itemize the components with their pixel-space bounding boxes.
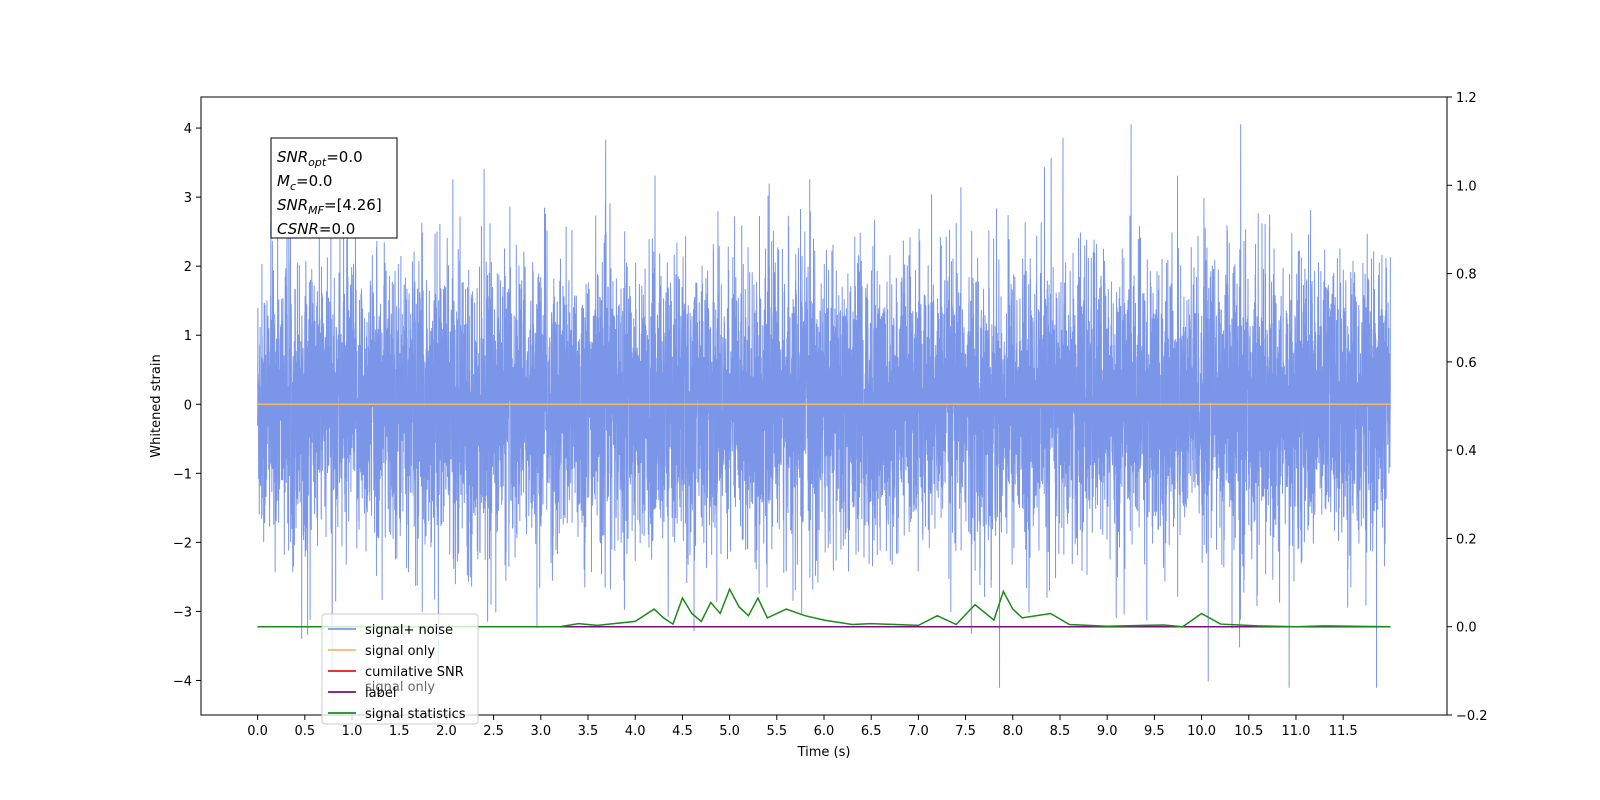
x-tick-label: 2.5 (483, 724, 504, 739)
x-tick-label: 3.5 (578, 724, 599, 739)
y-tick-label: −2 (173, 536, 192, 551)
series-signal-statistics-line (257, 587, 1391, 628)
x-tick-label: 2.0 (436, 724, 457, 739)
y2-tick-label: 1.2 (1456, 91, 1477, 106)
y2-tick-label: 0.0 (1456, 621, 1477, 636)
x-tick-label: 10.5 (1234, 724, 1263, 739)
annotation-line: Mc=0.0 (277, 172, 332, 193)
x-tick-label: 6.5 (861, 724, 882, 739)
annotation-box: SNRopt=0.0 Mc=0.0 SNRMF=[4.26] CSNR=0.0 (270, 137, 398, 239)
x-tick-label: 0.5 (294, 724, 315, 739)
x-tick-label: 9.0 (1097, 724, 1118, 739)
y2-tick-label: 1.0 (1456, 179, 1477, 194)
x-tick-label: 8.5 (1050, 724, 1071, 739)
x-tick-label: 10.0 (1187, 724, 1216, 739)
axes: 0.0 0.5 1.0 1.5 2.0 2.5 3.0 3.5 4.0 4.5 5.0 5.5 6.0 6… (149, 91, 1488, 760)
y2-tick-label: 0.4 (1456, 444, 1477, 459)
y-axis-label: Whitened strain (149, 354, 164, 457)
y-tick-label: 3 (184, 191, 192, 206)
x-tick-label: 11.5 (1329, 724, 1358, 739)
series-signal-noise-line (257, 124, 1391, 688)
legend-label: cumilative SNR (365, 665, 464, 680)
legend-label: signal+ noise (365, 623, 453, 638)
legend-label: signal only (365, 644, 435, 659)
y-tick-label: 2 (184, 260, 192, 275)
x-tick-label: 1.0 (342, 724, 363, 739)
y-tick-label: 1 (184, 329, 192, 344)
legend-label: signal statistics (365, 707, 466, 722)
x-tick-label: 8.0 (1002, 724, 1023, 739)
x-tick-label: 11.0 (1281, 724, 1310, 739)
x-axis-label: Time (s) (797, 745, 851, 760)
x-tick-label: 4.0 (625, 724, 646, 739)
y2-tick-label: −0.2 (1456, 709, 1488, 724)
annotation-line: SNRMF=[4.26] (277, 196, 382, 217)
y-tick-label: 0 (184, 398, 192, 413)
annotation-line: SNRopt=0.0 (277, 148, 363, 169)
y-tick-label: −3 (173, 605, 192, 620)
legend-ghost-text: signal only (365, 680, 435, 695)
x-tick-label: 4.5 (672, 724, 693, 739)
x-tick-label: 1.5 (389, 724, 410, 739)
x-tick-label: 9.5 (1144, 724, 1165, 739)
x-tick-label: 7.5 (955, 724, 976, 739)
x-tick-label: 7.0 (908, 724, 929, 739)
y2-tick-label: 0.6 (1456, 356, 1477, 371)
x-tick-label: 3.0 (530, 724, 551, 739)
y-tick-label: 4 (184, 122, 192, 137)
legend-label: label (365, 686, 396, 701)
x-tick-label: 5.5 (766, 724, 787, 739)
x-tick-label: 0.0 (247, 724, 268, 739)
y2-tick-label: 0.2 (1456, 532, 1477, 547)
annotation-line: CSNR=0.0 (277, 220, 355, 238)
y-tick-label: −1 (173, 467, 192, 482)
x-tick-label: 5.0 (719, 724, 740, 739)
x-tick-label: 6.0 (814, 724, 835, 739)
y-tick-label: −4 (173, 674, 192, 689)
annotation-frame (270, 137, 398, 239)
y2-tick-label: 0.8 (1456, 268, 1477, 283)
legend-frame (321, 613, 479, 725)
